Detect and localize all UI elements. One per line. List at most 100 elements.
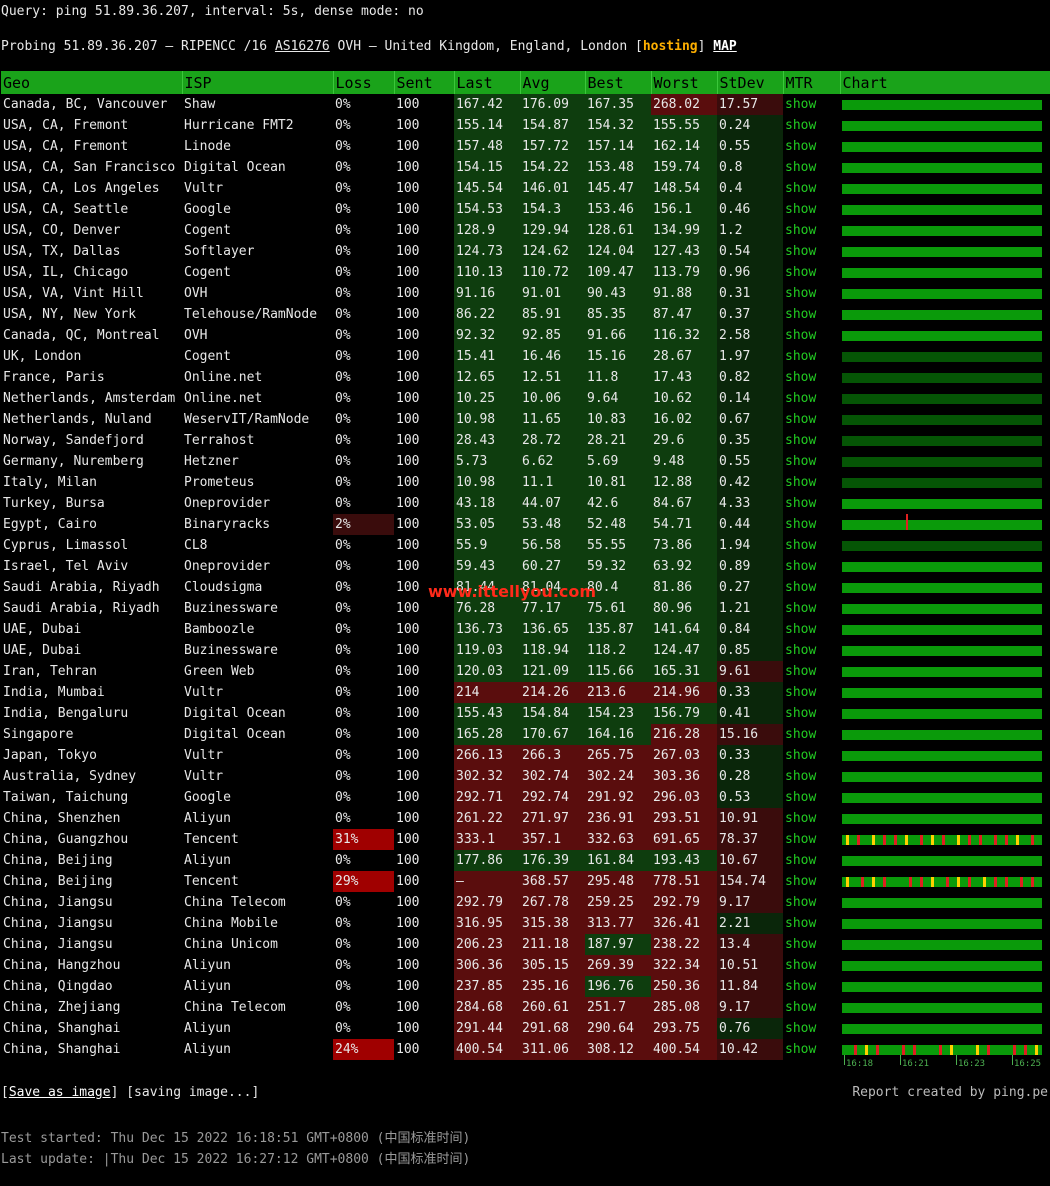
mtr-show-link[interactable]: show [785,769,817,784]
latency-chart-cell [840,241,1050,262]
latency-chart-cell [840,913,1050,934]
sparkline-ok-bar [842,729,1042,740]
mtr-show-link[interactable]: show [785,811,817,826]
sparkline-loss-mark [906,514,908,530]
mtr-show-link[interactable]: show [785,328,817,343]
cell-stdev: 0.96 [717,262,783,283]
mtr-show-link[interactable]: show [785,895,817,910]
mtr-show-link[interactable]: show [785,937,817,952]
mtr-show-link[interactable]: show [785,412,817,427]
mtr-show-link[interactable]: show [785,307,817,322]
cell-last: 154.53 [454,199,520,220]
sparkline-loss-mark [883,834,886,845]
cell-sent: 100 [396,580,420,595]
mtr-show-link[interactable]: show [785,181,817,196]
mtr-show-link[interactable]: show [785,454,817,469]
mtr-show-link[interactable]: show [785,958,817,973]
mtr-show-link[interactable]: show [785,517,817,532]
mtr-show-link[interactable]: show [785,538,817,553]
mtr-show-link[interactable]: show [785,97,817,112]
mtr-show-link[interactable]: show [785,685,817,700]
mtr-show-link[interactable]: show [785,139,817,154]
cell-isp: Vultr [184,769,224,784]
cell-isp: Aliyun [184,1042,231,1057]
sparkline-ok-bar [842,372,1042,383]
mtr-show-link[interactable]: show [785,349,817,364]
mtr-show-link[interactable]: show [785,391,817,406]
asn-link[interactable]: AS16276 [274,39,330,54]
mtr-show-link[interactable]: show [785,559,817,574]
latency-sparkline [842,204,1042,215]
sparkline-ok-bar [842,330,1042,341]
cell-avg: 176.39 [520,850,585,871]
mtr-show-link[interactable]: show [785,979,817,994]
mtr-show-link[interactable]: show [785,601,817,616]
cell-avg: 157.72 [520,136,585,157]
latency-sparkline [842,708,1042,719]
mtr-show-link[interactable]: show [785,496,817,511]
mtr-show-link[interactable]: show [785,580,817,595]
sparkline-loss-mark [1005,834,1008,845]
cell-sent: 100 [396,1021,420,1036]
save-image-link[interactable]: Save as image [8,1085,111,1100]
mtr-show-link[interactable]: show [785,706,817,721]
sparkline-ok-bar [842,666,1042,677]
mtr-show-link[interactable]: show [785,223,817,238]
cell-worst: 113.79 [651,262,717,283]
mtr-show-link[interactable]: show [785,832,817,847]
mtr-show-link[interactable]: show [785,727,817,742]
mtr-show-link[interactable]: show [785,874,817,889]
mtr-show-link[interactable]: show [785,160,817,175]
map-link[interactable]: MAP [713,39,737,54]
result-row: USA, IL, Chicago Cogent 0% 100 110.13 110.72 1… [1,262,1050,283]
cell-loss: 0% [335,706,351,721]
mtr-show-link[interactable]: show [785,664,817,679]
cell-sent: 100 [396,118,420,133]
cell-last: 261.22 [454,808,520,829]
cell-avg: 235.16 [520,976,585,997]
result-row: China, Jiangsu China Mobile 0% 100 316.95 315… [1,913,1050,934]
cell-loss: 0% [335,412,351,427]
cell-avg: 44.07 [520,493,585,514]
latency-chart-cell [840,682,1050,703]
mtr-show-link[interactable]: show [785,370,817,385]
cell-isp: Shaw [184,97,216,112]
cell-loss: 0% [335,496,351,511]
mtr-show-link[interactable]: show [785,643,817,658]
mtr-show-link[interactable]: show [785,1042,817,1057]
latency-sparkline [842,225,1042,236]
latency-sparkline [842,960,1042,971]
mtr-show-link[interactable]: show [785,433,817,448]
sparkline-ok-bar [842,960,1042,971]
col-header-isp: ISP [181,71,333,94]
mtr-show-link[interactable]: show [785,916,817,931]
cell-avg: 28.72 [520,430,585,451]
cell-stdev: 0.82 [717,367,783,388]
sparkline-ok-bar [842,351,1042,362]
cell-sent: 100 [396,223,420,238]
sparkline-ok-bar [842,267,1042,278]
mtr-show-link[interactable]: show [785,1021,817,1036]
cell-stdev: 11.84 [717,976,783,997]
sparkline-ok-bar [842,120,1042,131]
mtr-show-link[interactable]: show [785,622,817,637]
cell-geo: China, Beijing [3,874,113,889]
mtr-show-link[interactable]: show [785,790,817,805]
cell-geo: USA, CA, Los Angeles [3,181,160,196]
latency-chart-cell [840,1039,1050,1060]
latency-chart-cell [840,220,1050,241]
cell-last: 128.9 [454,220,520,241]
cell-worst: 148.54 [651,178,717,199]
mtr-show-link[interactable]: show [785,202,817,217]
mtr-show-link[interactable]: show [785,118,817,133]
mtr-show-link[interactable]: show [785,286,817,301]
mtr-show-link[interactable]: show [785,265,817,280]
mtr-show-link[interactable]: show [785,475,817,490]
cell-sent: 100 [396,517,420,532]
mtr-show-link[interactable]: show [785,244,817,259]
latency-chart-cell [840,493,1050,514]
mtr-show-link[interactable]: show [785,748,817,763]
mtr-show-link[interactable]: show [785,1000,817,1015]
mtr-show-link[interactable]: show [785,853,817,868]
cell-loss: 0% [335,265,351,280]
